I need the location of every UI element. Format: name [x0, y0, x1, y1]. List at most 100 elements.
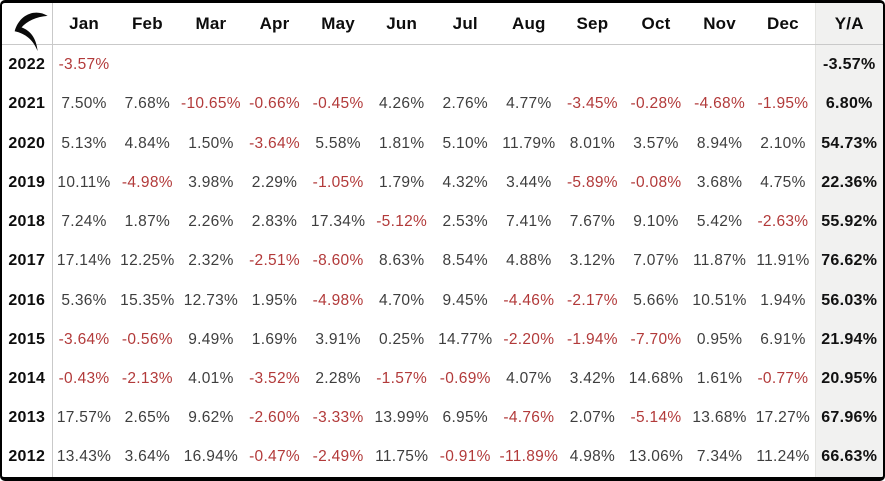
return-cell-2015-oct: -7.70% [630, 330, 682, 348]
return-cell-2015-aug: -2.20% [503, 330, 555, 348]
return-cell-2016-may: -4.98% [312, 291, 364, 309]
return-cell-2018-dec: -2.63% [757, 213, 809, 231]
return-cell-2013-mar: 9.62% [188, 409, 234, 427]
return-cell-2012-jan: 13.43% [56, 448, 112, 466]
return-cell-2019-sep: -5.89% [566, 173, 618, 191]
ytd-cell-2013: 67.96% [814, 398, 883, 438]
return-cell-2014-dec: -0.77% [757, 369, 809, 387]
return-cell-2017-sep: 3.12% [569, 252, 616, 270]
return-cell-2016-apr: 1.95% [251, 291, 298, 309]
return-cell-2017-mar: 2.32% [188, 252, 234, 270]
table-body: 2022 -3.57% -3.57% 2021 7.50% 7.68% -10.65% -0.… [2, 44, 883, 477]
return-cell-2017-jul: 8.54% [442, 252, 488, 270]
return-cell-2019-oct: -0.08% [630, 173, 682, 191]
table-row-2012: 2012 13.43% 3.64% 16.94% -0.47% -2.49% 11.75% -… [2, 437, 883, 477]
return-cell-2012-jul: -0.91% [439, 448, 491, 466]
return-cell-2015-mar: 9.49% [188, 330, 234, 348]
return-cell-2022-aug [497, 45, 561, 85]
return-cell-2020-feb: 4.84% [124, 134, 171, 152]
return-cell-2013-aug: -4.76% [503, 409, 555, 427]
return-cell-2014-aug: 4.07% [506, 369, 552, 387]
column-header-apr: Apr [242, 3, 307, 45]
return-cell-2017-dec: 11.91% [756, 252, 810, 270]
ytd-cell-2020: 54.73% [814, 124, 883, 164]
year-label-2019: 2019 [2, 163, 53, 203]
return-cell-2014-oct: 14.68% [628, 369, 684, 387]
ytd-cell-2015: 21.94% [814, 320, 883, 360]
return-cell-2015-dec: 6.91% [760, 330, 806, 348]
return-cell-2021-jan: 7.50% [61, 95, 107, 113]
return-cell-2020-aug: 11.79% [502, 134, 556, 152]
return-cell-2022-jul [433, 45, 497, 85]
return-cell-2012-oct: 13.06% [628, 448, 684, 466]
return-cell-2015-feb: -0.56% [121, 330, 173, 348]
return-cell-2020-jul: 5.10% [442, 134, 488, 152]
return-cell-2012-jun: 11.75% [375, 448, 429, 466]
return-cell-2016-jul: 9.45% [442, 291, 488, 309]
column-header-oct: Oct [624, 3, 688, 45]
return-cell-2015-nov: 0.95% [696, 330, 743, 348]
monthly-returns-table: Jan Feb Mar Apr May Jun Jul Aug Sep Oct Nov Dec Y/A … [2, 3, 883, 477]
ytd-cell-2021: 6.80% [814, 84, 883, 125]
return-cell-2013-nov: 13.68% [692, 409, 747, 427]
return-cell-2014-may: 2.28% [315, 369, 361, 387]
return-cell-2021-nov: -4.68% [694, 95, 746, 113]
return-cell-2021-jul: 2.76% [442, 95, 488, 113]
return-cell-2019-dec: 4.75% [760, 173, 806, 191]
return-cell-2017-apr: -2.51% [249, 252, 300, 270]
return-cell-2021-aug: 4.77% [506, 95, 552, 113]
return-cell-2016-aug: -4.46% [503, 291, 555, 309]
return-cell-2017-feb: 12.25% [120, 252, 175, 270]
year-label-2016: 2016 [2, 280, 53, 321]
return-cell-2021-dec: -1.95% [757, 95, 809, 113]
return-cell-2015-jan: -3.64% [58, 330, 110, 348]
return-cell-2020-jan: 5.13% [61, 134, 107, 152]
table-row-2017: 2017 17.14% 12.25% 2.32% -2.51% -8.60% 8.63% 8.… [2, 241, 883, 281]
return-cell-2018-sep: 7.67% [569, 213, 616, 231]
return-cell-2018-may: 17.34% [310, 213, 366, 231]
return-cell-2022-jun [370, 45, 434, 85]
return-cell-2016-mar: 12.73% [183, 291, 239, 309]
return-cell-2020-may: 5.58% [315, 134, 361, 152]
return-cell-2021-oct: -0.28% [630, 95, 682, 113]
return-cell-2017-may: -8.60% [312, 252, 364, 270]
column-header-sep: Sep [560, 3, 625, 45]
return-cell-2022-feb [116, 45, 180, 85]
return-cell-2013-dec: 17.27% [755, 409, 811, 427]
return-cell-2020-mar: 1.50% [188, 134, 234, 152]
table-row-2020: 2020 5.13% 4.84% 1.50% -3.64% 5.58% 1.81% 5.10%… [2, 124, 883, 164]
return-cell-2016-feb: 15.35% [120, 291, 175, 309]
return-cell-2020-dec: 2.10% [760, 134, 806, 152]
return-cell-2018-jan: 7.24% [61, 213, 107, 231]
return-cell-2022-oct [624, 45, 688, 85]
return-cell-2012-may: -2.49% [312, 448, 364, 466]
return-cell-2013-oct: -5.14% [630, 409, 682, 427]
column-header-jan: Jan [52, 3, 116, 45]
return-cell-2018-jun: -5.12% [376, 213, 428, 231]
return-cell-2014-apr: -3.52% [249, 369, 300, 387]
table-row-2016: 2016 5.36% 15.35% 12.73% 1.95% -4.98% 4.70% 9.4… [2, 280, 883, 321]
return-cell-2012-aug: -11.89% [499, 448, 559, 466]
return-cell-2021-apr: -0.66% [249, 95, 300, 113]
ytd-cell-2017: 76.62% [814, 241, 883, 281]
return-cell-2022-may [306, 45, 370, 85]
return-cell-2015-apr: 1.69% [251, 330, 298, 348]
return-cell-2017-nov: 11.87% [692, 252, 747, 270]
return-cell-2019-aug: 3.44% [506, 173, 552, 191]
return-cell-2013-apr: -2.60% [249, 409, 300, 427]
return-cell-2022-apr [243, 45, 307, 85]
return-cell-2019-jan: 10.11% [57, 173, 111, 191]
return-cell-2014-jan: -0.43% [58, 369, 110, 387]
header-row: Jan Feb Mar Apr May Jun Jul Aug Sep Oct Nov Dec Y/A [2, 3, 883, 52]
ytd-cell-2022: -3.57% [814, 44, 883, 85]
return-cell-2016-nov: 10.51% [692, 291, 747, 309]
return-cell-2017-aug: 4.88% [506, 252, 552, 270]
ytd-cell-2016: 56.03% [814, 280, 883, 321]
column-header-jul: Jul [433, 3, 498, 45]
return-cell-2021-may: -0.45% [312, 95, 364, 113]
return-cell-2014-mar: 4.01% [188, 369, 234, 387]
year-label-2014: 2014 [2, 359, 53, 399]
return-cell-2015-sep: -1.94% [566, 330, 618, 348]
return-cell-2013-jan: 17.57% [56, 409, 112, 427]
